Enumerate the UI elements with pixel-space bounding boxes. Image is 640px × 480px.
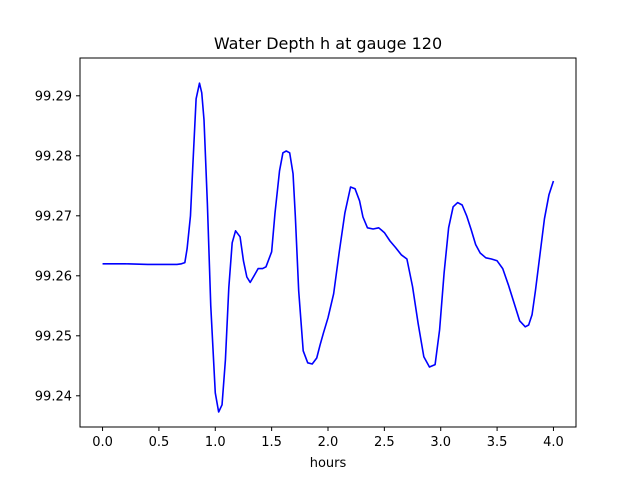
y-tick-label: 99.28 bbox=[35, 149, 72, 164]
x-tick-label: 4.0 bbox=[543, 435, 564, 450]
x-tick-label: 1.5 bbox=[261, 435, 282, 450]
x-tick-label: 0.5 bbox=[149, 435, 170, 450]
y-tick-label: 99.25 bbox=[35, 329, 72, 344]
y-tick-label: 99.27 bbox=[35, 209, 72, 224]
x-axis-label: hours bbox=[310, 456, 347, 471]
y-axis: 99.24 99.25 99.26 99.27 99.28 99.29 bbox=[35, 89, 80, 404]
x-tick-label: 1.0 bbox=[205, 435, 226, 450]
x-tick-label: 3.0 bbox=[430, 435, 451, 450]
y-tick-label: 99.29 bbox=[35, 89, 72, 104]
x-tick-label: 0.0 bbox=[92, 435, 113, 450]
x-tick-label: 2.0 bbox=[318, 435, 339, 450]
y-tick-label: 99.24 bbox=[35, 389, 72, 404]
x-axis: 0.0 0.5 1.0 1.5 2.0 2.5 3.0 3.5 4.0 bbox=[92, 427, 564, 450]
chart-title: Water Depth h at gauge 120 bbox=[214, 34, 442, 53]
series-line-0 bbox=[102, 82, 555, 413]
x-tick-label: 3.5 bbox=[487, 435, 508, 450]
y-tick-label: 99.26 bbox=[35, 269, 72, 284]
plot-area-frame bbox=[79, 57, 577, 428]
x-tick-label: 2.5 bbox=[374, 435, 395, 450]
